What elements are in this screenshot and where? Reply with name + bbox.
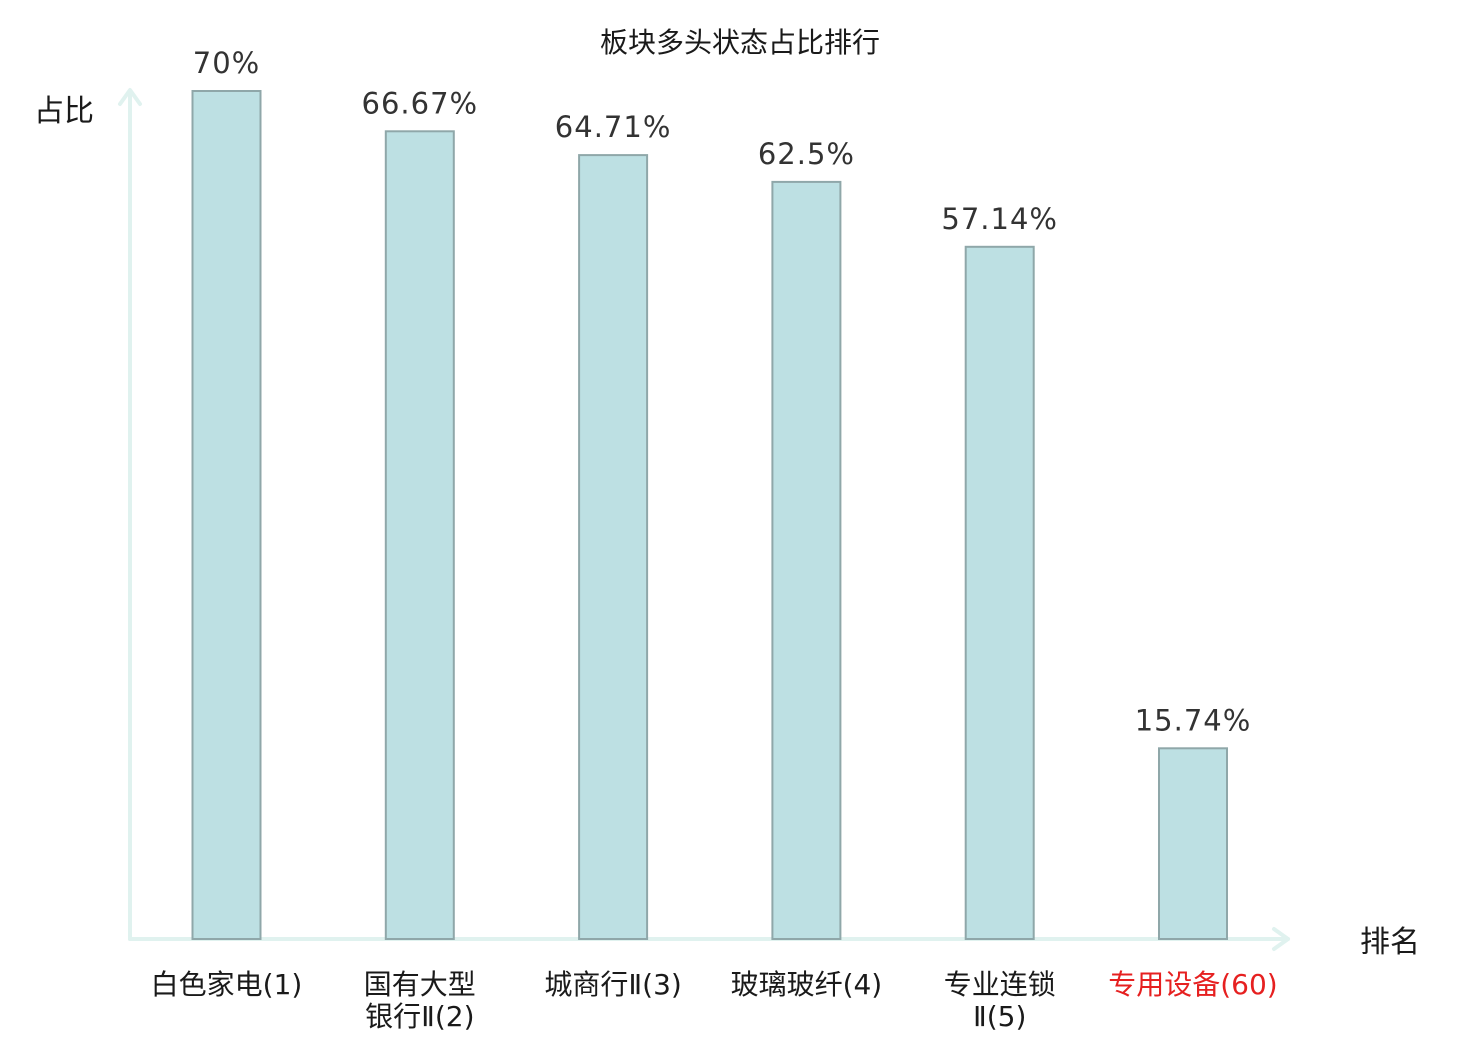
y-axis-label: 占比 [34,94,94,129]
category-label: 玻璃玻纤(4) [731,968,883,1001]
y-axis-arrowhead [118,88,142,106]
x-axis-arrowhead [1272,927,1290,951]
bar-value-label: 70% [193,46,260,80]
bar [191,90,262,940]
bar [964,245,1035,941]
category-label: Ⅱ(5) [973,1000,1026,1033]
bar [578,154,649,941]
category-label: 银行Ⅱ(2) [365,1000,474,1033]
category-label: 专业连锁 [944,968,1056,1001]
bar [384,130,455,941]
category-label: 城商行Ⅱ(3) [544,968,681,1001]
category-label: 国有大型 [364,968,476,1001]
value-labels-group: 70% 66.67% 64.71% 62.5% 57.14% 15.74% [193,46,1252,737]
bar-value-label: 64.71% [555,110,672,144]
bar-value-label: 66.67% [362,86,479,120]
x-axis-label: 排名 [1360,925,1420,960]
bar [771,180,842,940]
bar [1158,747,1228,940]
category-label: 白色家电(1) [151,968,303,1001]
axes [118,88,1290,951]
bar-value-label: 62.5% [758,137,855,171]
chart-title: 板块多头状态占比排行 [600,26,880,59]
bar-value-label: 15.74% [1135,703,1252,737]
bar-value-label: 57.14% [941,202,1058,236]
bars-group [191,90,1228,941]
category-label: 专用设备(60) [1108,968,1277,1001]
